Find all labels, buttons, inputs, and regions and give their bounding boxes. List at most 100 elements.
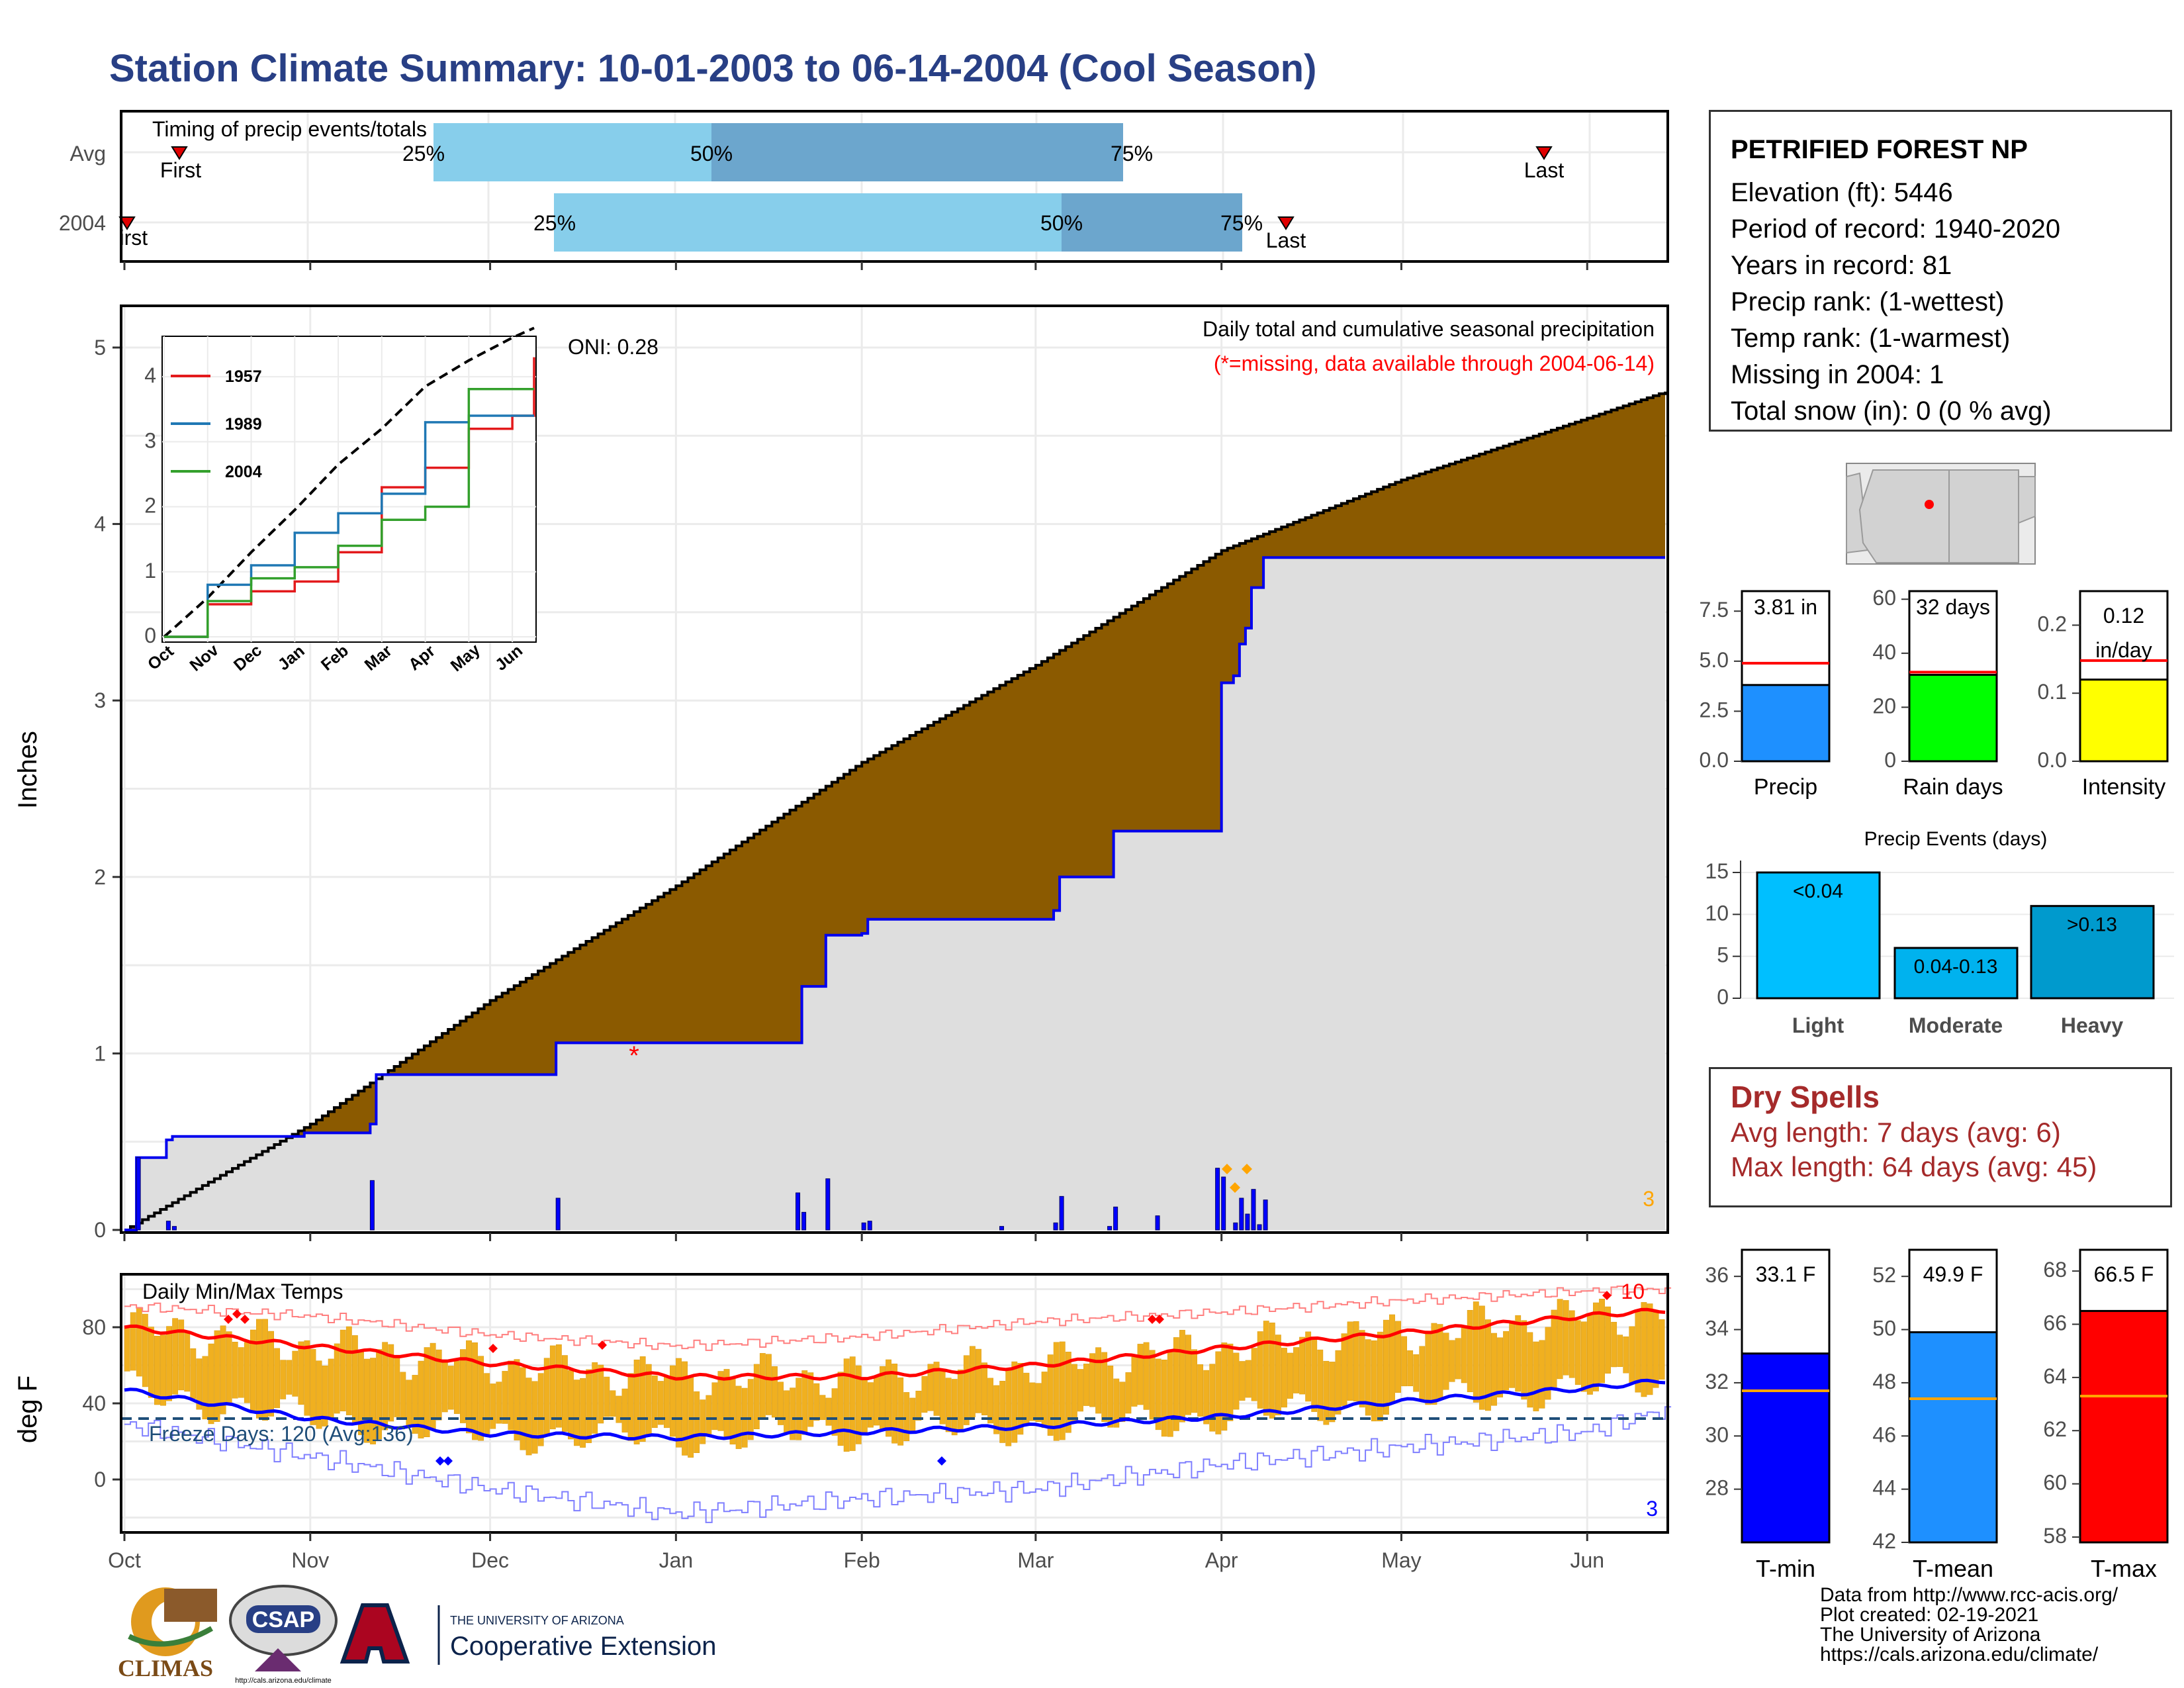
daily-temp-bar [1623, 1336, 1629, 1374]
daily-temp-bar [1491, 1333, 1497, 1406]
tmax-tick-label: 58 [2043, 1524, 2067, 1548]
daily-temp-bar [1407, 1350, 1414, 1387]
precip-tick-label: 5.0 [1700, 648, 1729, 672]
precip-tick-label: 3 [94, 688, 106, 712]
daily-temp-bar [1629, 1326, 1635, 1383]
y2004-p50-label: 50% [1040, 211, 1083, 235]
record-precip-marker [1222, 1164, 1232, 1174]
daily-temp-bar [310, 1348, 316, 1425]
daily-temp-bar [784, 1390, 790, 1434]
location-map [1846, 463, 2036, 565]
daily-temp-bar [627, 1373, 634, 1441]
observed-cumulative-area [124, 557, 1665, 1230]
daily-precip-bar [136, 1157, 141, 1231]
csap-text: CSAP [252, 1607, 314, 1632]
inset-xtick-label: Dec [230, 641, 265, 675]
daily-temp-bar [1586, 1313, 1593, 1395]
precip-ylabel: Inches [13, 731, 42, 809]
daily-temp-bar [976, 1348, 981, 1413]
daily-temp-bar [1437, 1324, 1443, 1399]
events-tick-label: 5 [1717, 943, 1729, 967]
daily-temp-bar [1263, 1321, 1269, 1416]
month-label: Mar [1017, 1548, 1054, 1572]
daily-temp-bar [226, 1331, 232, 1405]
record-precip-marker [1242, 1164, 1252, 1174]
daily-temp-bar [1137, 1344, 1144, 1405]
record-high-marker [1148, 1315, 1157, 1324]
events-category-label: Light [1792, 1013, 1844, 1037]
daily-precip-bar [165, 1221, 171, 1231]
daily-precip-bar [1215, 1168, 1220, 1231]
inset-xtick-label: Apr [405, 641, 439, 674]
record-high-marker [598, 1340, 607, 1350]
daily-precip-bar [861, 1222, 866, 1231]
observed-cumulative-line [124, 556, 1665, 1231]
ua-logo: THE UNIVERSITY OF ARIZONA Cooperative Ex… [340, 1603, 716, 1665]
daily-temp-bar [400, 1372, 406, 1419]
daily-temp-bar [837, 1372, 844, 1446]
daily-temp-bar [1377, 1331, 1383, 1422]
daily-temp-bar [615, 1395, 622, 1423]
timing-row-2004: 2004 [59, 211, 106, 235]
avg-q2-bar [711, 123, 1123, 181]
daily-temp-bar [682, 1361, 688, 1456]
events-bar [1893, 947, 2019, 1000]
dry-spells-max: Max length: 64 days (avg: 45) [1731, 1151, 2097, 1182]
daily-temp-bar [537, 1373, 544, 1446]
rain_days-tick-label: 60 [1872, 586, 1896, 610]
daily-temp-bar [1293, 1347, 1299, 1393]
rain_days-tick-label: 20 [1872, 694, 1896, 718]
daily-temp-bar [1521, 1320, 1527, 1400]
y2004-p25-label: 25% [533, 211, 576, 235]
precip-tick-label: 7.5 [1700, 598, 1729, 622]
daily-temp-bar [1125, 1372, 1132, 1414]
daily-temp-bar [772, 1366, 778, 1418]
daily-temp-bar [1509, 1320, 1516, 1388]
credit-line: Data from http://www.rcc-acis.org/ [1820, 1584, 2118, 1606]
tmean-bar [1908, 1331, 1998, 1544]
daily-temp-bar [1347, 1321, 1353, 1401]
daily-temp-bar [676, 1358, 682, 1448]
month-label: Dec [471, 1548, 509, 1572]
station-location-marker [1925, 500, 1934, 509]
y2004-p75-label: 75% [1220, 211, 1263, 235]
daily-temp-bar [765, 1354, 772, 1415]
month-label: Apr [1205, 1548, 1238, 1572]
daily-temp-bar [897, 1377, 904, 1446]
daily-temp-bar [1359, 1330, 1365, 1408]
daily-temp-bar [1317, 1349, 1324, 1421]
daily-temp-bar [1179, 1330, 1185, 1423]
oni-label: ONI: 0.28 [568, 335, 659, 359]
rain_days-label: Rain days [1903, 774, 2003, 800]
record-markers [224, 1291, 1612, 1466]
avg-last-label: Last [1524, 158, 1565, 182]
station-period: Period of record: 1940-2020 [1731, 214, 2061, 244]
daily-temp-bar [657, 1381, 664, 1425]
daily-temp-bar [1563, 1300, 1569, 1376]
daily-temp-bar [1443, 1333, 1449, 1390]
precip-label: Precip [1754, 774, 1817, 800]
daily-temp-bar [1467, 1310, 1473, 1393]
temp-tick-label: 0 [94, 1468, 106, 1491]
daily-temp-bar [190, 1348, 197, 1399]
daily-precip-bar [1251, 1189, 1256, 1231]
events-bar-label: <0.04 [1793, 880, 1843, 902]
inset-legend-label: 1989 [225, 415, 262, 434]
events-tick-label: 10 [1705, 901, 1729, 925]
daily-temp-bar [142, 1313, 148, 1387]
events-tick-label: 0 [1717, 985, 1729, 1009]
record-high-marker [1602, 1291, 1612, 1300]
daily-temp-bar [514, 1359, 520, 1440]
daily-temp-bar [1311, 1336, 1318, 1412]
inset-legend-label: 2004 [225, 463, 262, 481]
credit-line: https://cals.arizona.edu/climate/ [1820, 1644, 2099, 1665]
daily-temp-bar [1461, 1325, 1467, 1383]
daily-temp-bar [1245, 1360, 1251, 1398]
y2004-q2-bar [1062, 193, 1242, 252]
precip-value: 3.81 in [1754, 595, 1817, 619]
record-high-marker [232, 1309, 242, 1319]
daily-temp-bar [1653, 1312, 1659, 1388]
daily-temp-bar [1143, 1342, 1150, 1410]
daily-temp-bar [292, 1350, 298, 1397]
freeze-days-label: Freeze Days: 120 (Avg:136) [149, 1422, 414, 1446]
